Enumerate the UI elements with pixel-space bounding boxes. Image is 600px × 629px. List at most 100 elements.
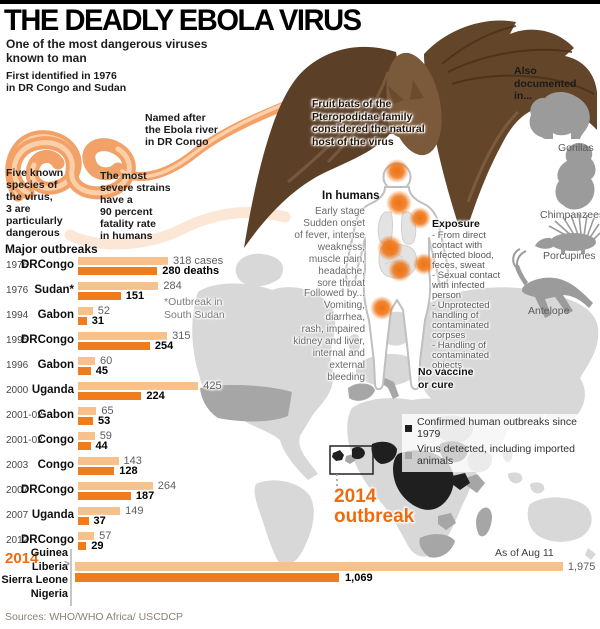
cases-bar — [78, 482, 153, 490]
cases-value: 264 — [157, 480, 177, 492]
page-subtitle: One of the most dangerous viruses known … — [6, 37, 208, 66]
outbreak-year: 2001-02 — [6, 435, 43, 446]
outbreak-location: DRCongo — [20, 484, 74, 496]
map-italy-detected — [382, 378, 399, 399]
deaths-value: 187 — [135, 490, 155, 502]
deaths-bar — [78, 442, 91, 450]
outbreak-year: 2007 — [6, 510, 29, 521]
outbreak-row: 1995 DRCongo 315 254 — [0, 330, 600, 354]
cases-bar — [78, 382, 199, 390]
chimpanzee-icon — [555, 143, 596, 210]
sources-line: Sources: WHO/WHO Africa/ USCDCP — [5, 611, 183, 623]
cases-value: 52 — [97, 305, 110, 317]
animal-silhouettes — [512, 92, 600, 318]
outbreak-location: Gabon — [37, 359, 74, 371]
outbreak-location: DRCongo — [20, 334, 74, 346]
no-vaccine-text: No vaccine or cure — [418, 366, 474, 391]
outbreak-row: 2000 Uganda 425 224 — [0, 380, 600, 404]
deaths-bar — [78, 417, 93, 425]
map-guinea-outbreak — [332, 450, 344, 461]
label-chimpanzees: Chimpanzees — [540, 209, 600, 221]
cases-value: 59 — [99, 430, 112, 442]
outbreak-row: 2001-02 Congo 59 44 — [0, 430, 600, 454]
year-2014: 2014 — [5, 550, 39, 567]
country-2014: Guinea — [30, 547, 68, 559]
cases-value: 143 — [123, 455, 142, 467]
outbreak-row: 2007 DRCongo 264 187 — [0, 480, 600, 504]
antelope-icon — [512, 248, 593, 318]
outbreak-year: 2012 — [6, 535, 29, 546]
map-legend: Confirmed human outbreaks since 1979 Vir… — [402, 414, 600, 472]
deaths-value: 53 — [97, 415, 111, 427]
outbreak-location: Congo — [37, 459, 74, 471]
deaths-bar — [78, 317, 87, 325]
cases-bar — [78, 457, 119, 465]
cases-bar — [78, 282, 159, 290]
top-rule — [0, 0, 600, 4]
map-indonesia2 — [530, 482, 545, 494]
deaths-value: 44 — [95, 440, 108, 452]
outbreak-location: DRCongo — [20, 534, 74, 546]
bat-left-wing — [244, 46, 399, 249]
cases-bar — [78, 507, 121, 515]
cases-value: 315 — [172, 330, 191, 342]
outbreak-year: 1996 — [6, 360, 29, 371]
deaths-value-2014: 1,069 — [345, 572, 373, 584]
map-uk — [348, 334, 361, 352]
label-antelope: Antelope — [528, 305, 570, 317]
cases-bar — [78, 532, 95, 540]
exposure-list: - From direct contact with infected bloo… — [432, 230, 501, 371]
followed-by-text: Followed by... Vomiting, diarrhea, rash,… — [293, 288, 365, 383]
cases-bar — [78, 357, 95, 365]
map-zimbabwe-detected — [438, 513, 456, 530]
map-nigeria-outbreak — [371, 441, 397, 464]
outbreak-year: 1995 — [6, 335, 29, 346]
deaths-bar — [78, 492, 131, 500]
outbreak-row: 1994 Gabon 52 31 — [0, 305, 600, 329]
symptom-dots — [370, 159, 435, 320]
map-south-africa-detected — [419, 534, 455, 558]
map-madagascar-detected — [476, 507, 492, 537]
cases-bar — [78, 257, 168, 265]
legend-swatch — [405, 451, 412, 459]
outbreak-location: Congo — [37, 434, 74, 446]
in-humans-heading: In humans — [322, 190, 380, 202]
outbreak-row: 1976 DRCongo 318 cases 280 deaths — [0, 255, 600, 279]
legend-label: Confirmed human outbreaks since 1979 — [417, 416, 577, 440]
fact-severity: The most severe strains have a 90 percen… — [100, 170, 171, 243]
countries-2014: Guinea Liberia Sierra Leone Nigeria — [0, 547, 68, 601]
cases-value: 425 — [203, 380, 222, 392]
outbreak-2014-label: 2014 outbreak — [334, 486, 415, 527]
map-south-america — [254, 480, 314, 565]
map-usa-detected — [200, 385, 292, 422]
deaths-value: 151 — [125, 290, 145, 302]
deaths-value: 128 — [119, 465, 138, 477]
outbreak-year: 2001-02 — [6, 410, 43, 421]
cases-value-2014: 1,975 — [567, 561, 596, 573]
early-stage-text: Early stage Sudden onset of fever, inten… — [294, 206, 365, 289]
cases-value: 60 — [99, 355, 113, 367]
country-2014: Liberia — [31, 560, 68, 573]
bat-caption: Fruit bats of the Pteropodidae family co… — [312, 98, 425, 148]
deaths-bar — [78, 542, 87, 550]
cases-value: 149 — [125, 505, 144, 517]
deaths-bar — [78, 292, 121, 300]
outbreak-year: 2007 — [6, 485, 29, 496]
map-japan — [560, 365, 573, 379]
page-title: THE DEADLY EBOLA VIRUS — [4, 4, 362, 37]
exposure-heading: Exposure — [432, 218, 480, 230]
outbreak-2014-box — [329, 445, 374, 475]
bat-eye — [397, 116, 401, 120]
outbreak-location: DRCongo — [20, 259, 74, 271]
outbreak-location: Uganda — [31, 509, 74, 521]
country-2014: Sierra Leone — [1, 574, 68, 587]
map-iberia-detected — [348, 383, 375, 401]
outbreak-row: 1976 Sudan* 284 151 — [0, 280, 600, 304]
map-indonesia — [508, 472, 523, 484]
fruit-bat-illustration — [244, 20, 597, 249]
map-australia — [527, 497, 592, 542]
deaths-bar — [78, 367, 91, 375]
fact-identified: First identified in 1976 in DR Congo and… — [6, 70, 127, 95]
outbreak-year: 1994 — [6, 310, 29, 321]
deaths-bar — [78, 392, 142, 400]
